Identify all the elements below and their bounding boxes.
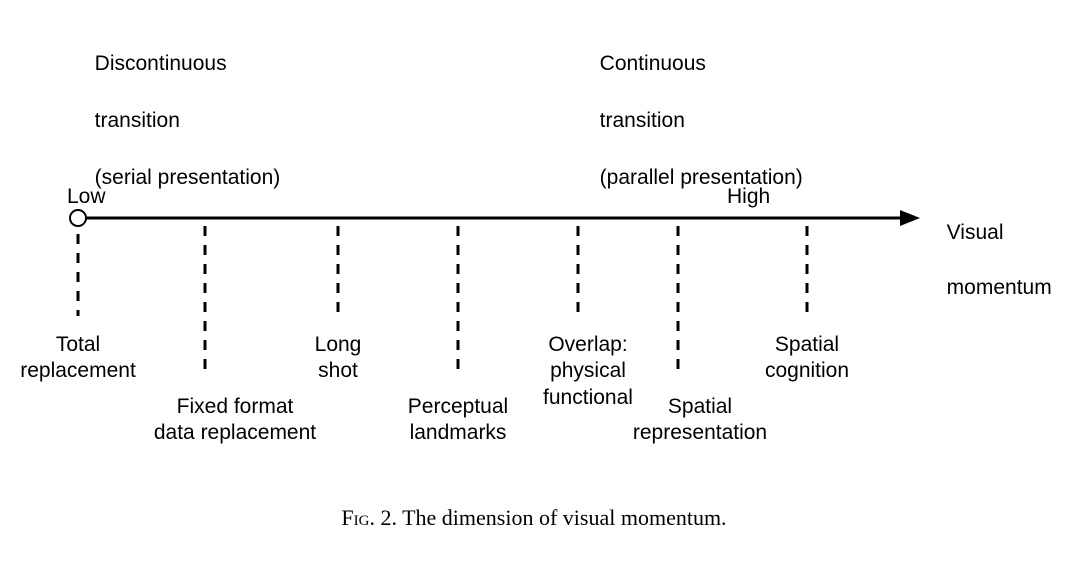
axis-title: Visual momentum [935,192,1052,301]
tick-0-line-1: replacement [20,359,136,382]
endpoint-low-label: Low [67,185,106,209]
tick-label-5: Spatial representation [610,394,790,447]
axis-title-line1: Visual [947,221,1004,244]
low-text: Low [67,185,106,208]
tick-6-line-0: Spatial [775,333,839,356]
header-right-line2: transition [600,109,685,132]
header-continuous: Continuous transition (parallel presenta… [588,22,803,192]
header-right-line1: Continuous [600,52,706,75]
axis-title-line2: momentum [947,276,1052,299]
diagram-container: { "diagram": { "type": "axis-diagram", "… [0,0,1068,570]
tick-label-2: Long shot [288,332,388,385]
header-left-line1: Discontinuous [95,52,227,75]
tick-1-line-1: data replacement [154,421,316,444]
tick-6-line-1: cognition [765,359,849,382]
tick-label-3: Perceptual landmarks [388,394,528,447]
header-right-line3: (parallel presentation) [600,166,803,189]
tick-label-0: Total replacement [0,332,158,385]
high-text: High [727,185,770,208]
tick-label-1: Fixed format data replacement [125,394,345,447]
tick-0-line-0: Total [56,333,100,356]
tick-4-line-1: physical [550,359,626,382]
tick-3-line-0: Perceptual [408,395,508,418]
tick-5-line-0: Spatial [668,395,732,418]
tick-2-line-0: Long [315,333,362,356]
tick-4-line-0: Overlap: [548,333,627,356]
caption-text: The dimension of visual momentum. [397,505,727,530]
tick-1-line-0: Fixed format [177,395,294,418]
header-left-line2: transition [95,109,180,132]
endpoint-high-label: High [727,185,770,209]
header-left-line3: (serial presentation) [95,166,281,189]
caption-fignum: Fig. 2. [341,505,397,530]
figure-caption: Fig. 2. The dimension of visual momentum… [0,505,1068,531]
tick-5-line-1: representation [633,421,767,444]
tick-2-line-1: shot [318,359,358,382]
header-discontinuous: Discontinuous transition (serial present… [83,22,280,192]
tick-label-6: Spatial cognition [737,332,877,385]
tick-3-line-1: landmarks [410,421,507,444]
